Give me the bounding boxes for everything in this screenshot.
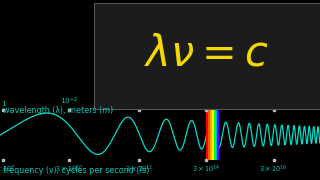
Text: $10^{-4}$: $10^{-4}$ (130, 95, 148, 107)
Bar (208, 110, 210, 160)
Bar (212, 110, 214, 160)
Bar (216, 110, 217, 160)
Bar (217, 110, 219, 160)
Text: $3 \times 10^{10}$: $3 \times 10^{10}$ (55, 164, 83, 176)
Text: $10^{-2}$: $10^{-2}$ (60, 95, 78, 107)
Bar (214, 110, 216, 160)
Text: wavelength (λ), meters (m): wavelength (λ), meters (m) (3, 106, 114, 115)
Text: $10^{-6}$: $10^{-6}$ (197, 95, 216, 107)
Text: $3 \times 10^{14}$: $3 \times 10^{14}$ (192, 164, 220, 176)
Text: $10^{-8}$: $10^{-8}$ (264, 95, 283, 107)
Text: $3 \times 10^{16}$: $3 \times 10^{16}$ (259, 164, 288, 176)
Text: $3 \times 10^{12}$: $3 \times 10^{12}$ (125, 164, 153, 176)
Text: $\lambda\nu = c$: $\lambda\nu = c$ (144, 32, 269, 74)
Text: 1: 1 (1, 101, 5, 107)
Text: $3 \times 10^{8}$: $3 \times 10^{8}$ (0, 164, 16, 176)
Text: frequency (ν), cycles per second (/s): frequency (ν), cycles per second (/s) (3, 166, 149, 175)
Bar (206, 110, 208, 160)
Bar (210, 110, 212, 160)
